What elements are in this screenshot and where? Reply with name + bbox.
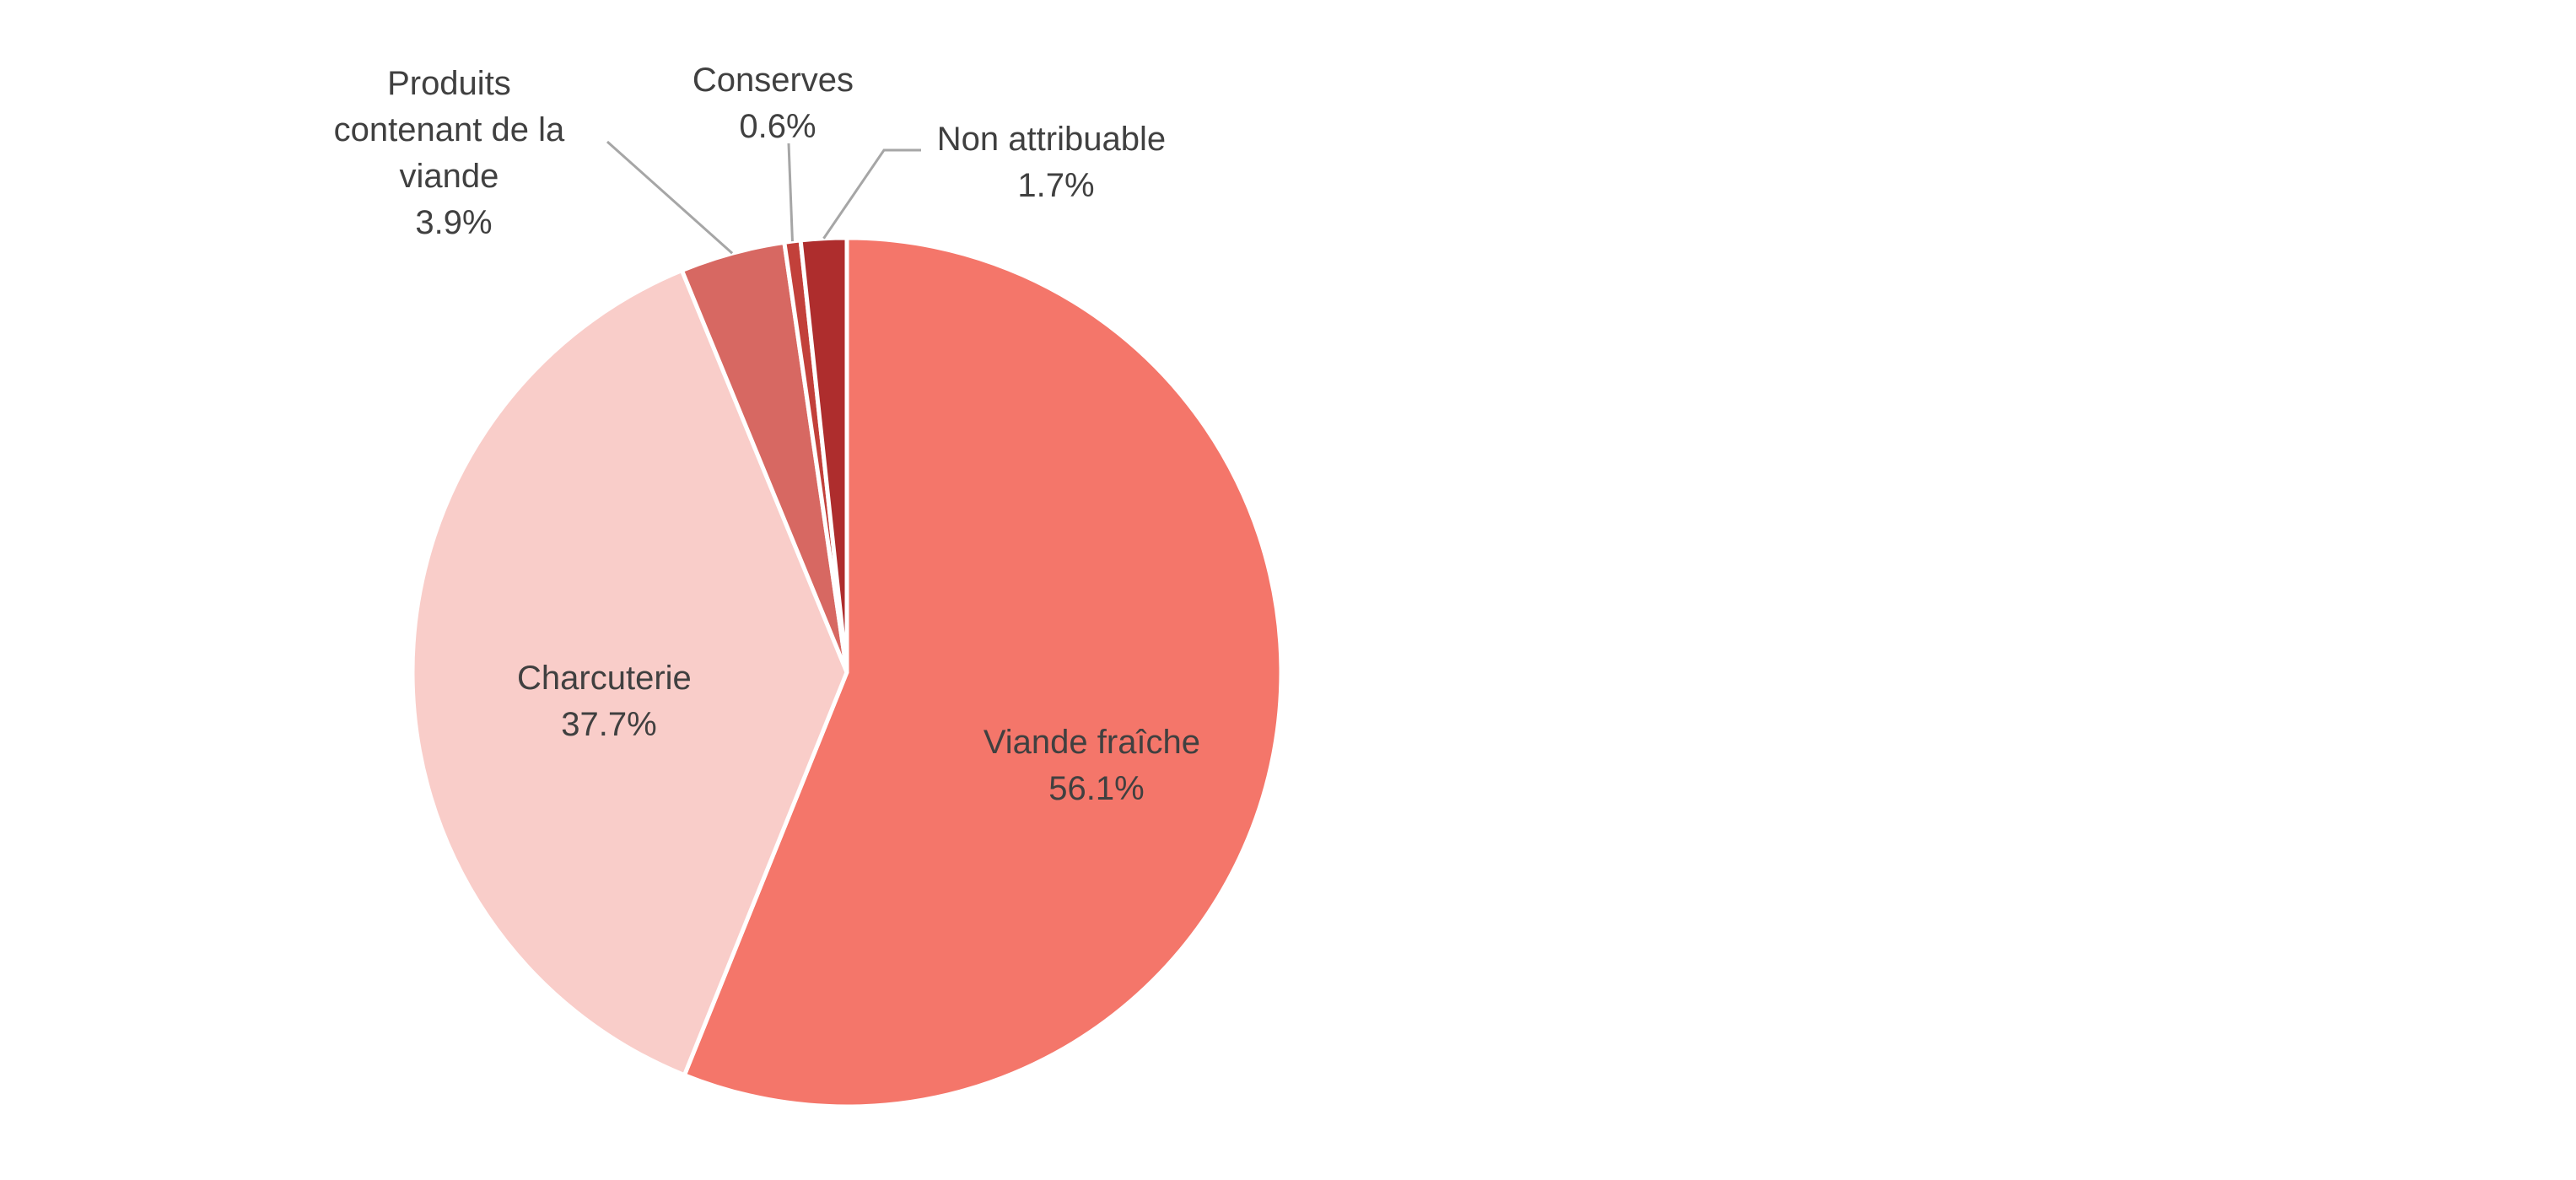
leader-line-non-attribuable — [822, 148, 921, 240]
slice-label-viande-fraiche: Viande fraîche 56.1% — [984, 724, 1210, 807]
slice-name-produits-line1: Produits — [387, 65, 511, 102]
slice-name-non-attribuable: Non attribuable — [937, 121, 1166, 158]
slice-name-produits-line3: viande — [400, 158, 499, 195]
slice-value-conserves: 0.6% — [739, 108, 816, 145]
slice-label-conserves: Conserves 0.6% — [693, 62, 863, 145]
leader-lines — [606, 140, 921, 255]
pie-slice-charcuterie — [410, 268, 849, 1078]
slice-label-produits: Produits contenant de la viande 3.9% — [334, 65, 574, 241]
slice-value-non-attribuable: 1.7% — [1017, 167, 1094, 204]
pie-slice-non-attribuable — [798, 235, 849, 675]
leader-line-conserves — [787, 143, 794, 242]
slice-name-viande-fraiche: Viande fraîche — [984, 724, 1200, 761]
slice-name-charcuterie: Charcuterie — [517, 660, 692, 697]
leader-line-produits — [606, 140, 734, 255]
slice-name-produits-line2: contenant de la — [334, 111, 565, 148]
pie-slices — [410, 235, 1284, 1109]
slice-name-conserves: Conserves — [693, 62, 854, 99]
slice-value-charcuterie: 37.7% — [561, 706, 656, 743]
pie-slice-viande-fraiche — [682, 235, 1284, 1109]
slice-value-produits: 3.9% — [415, 204, 492, 241]
slice-label-non-attribuable: Non attribuable 1.7% — [937, 121, 1175, 204]
slice-value-viande-fraiche: 56.1% — [1048, 770, 1144, 807]
slice-label-charcuterie: Charcuterie 37.7% — [517, 660, 701, 743]
